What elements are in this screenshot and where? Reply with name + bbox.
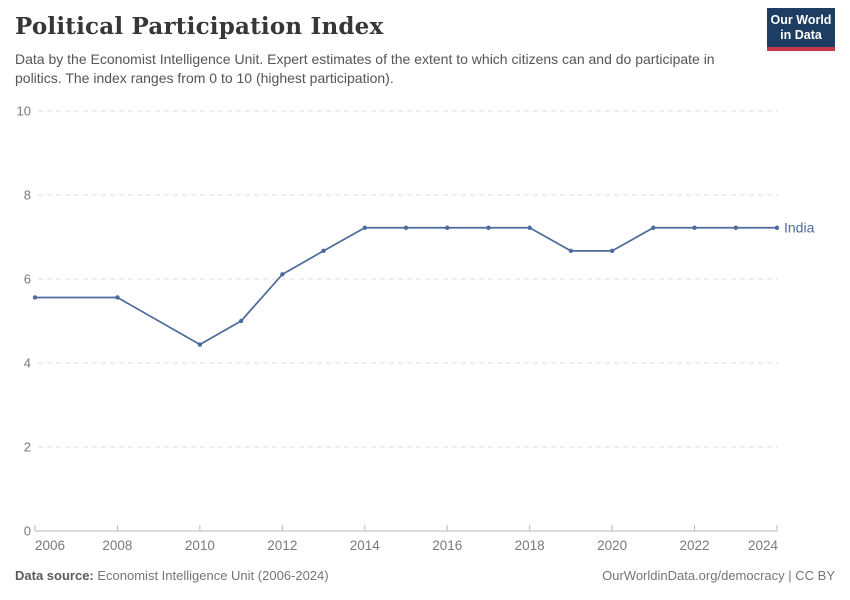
- y-axis-tick-label: 4: [24, 356, 31, 371]
- data-point[interactable]: [32, 295, 38, 300]
- y-axis-tick-label: 0: [24, 524, 31, 539]
- data-point[interactable]: [568, 248, 574, 254]
- series-line-india[interactable]: [34, 226, 778, 346]
- data-point[interactable]: [651, 225, 656, 230]
- data-point[interactable]: [115, 295, 120, 300]
- chart-subtitle: Data by the Economist Intelligence Unit.…: [15, 51, 715, 86]
- owid-logo[interactable]: Our World in Data: [767, 8, 835, 51]
- data-point[interactable]: [280, 272, 285, 277]
- data-point[interactable]: [445, 225, 450, 230]
- x-axis-tick-label: 2020: [597, 538, 627, 553]
- page-title: Political Participation Index: [15, 13, 384, 40]
- y-axis-tick-label: 6: [24, 272, 31, 287]
- data-point[interactable]: [197, 342, 203, 347]
- page-footer: Data source: Economist Intelligence Unit…: [15, 568, 835, 583]
- data-source-label: Data source:: [15, 568, 94, 583]
- x-axis-tick-label: 2008: [102, 538, 132, 553]
- data-point[interactable]: [609, 248, 615, 254]
- data-point[interactable]: [321, 248, 326, 254]
- x-axis-tick-label: 2024: [748, 538, 779, 553]
- y-axis-tick-label: 8: [24, 188, 31, 203]
- data-point[interactable]: [774, 225, 780, 230]
- credit-link[interactable]: OurWorldinData.org/democracy | CC BY: [602, 568, 835, 583]
- x-axis-tick-label: 2014: [350, 538, 381, 553]
- owid-logo-line2: in Data: [780, 28, 822, 42]
- data-point[interactable]: [733, 225, 738, 230]
- data-point[interactable]: [692, 225, 697, 230]
- x-axis-tick-label: 2018: [515, 538, 545, 553]
- x-axis-tick-label: 2012: [267, 538, 297, 553]
- data-source-value: Economist Intelligence Unit (2006-2024): [93, 568, 329, 583]
- y-axis-tick-label: 10: [17, 104, 31, 119]
- data-point[interactable]: [486, 225, 491, 230]
- owid-logo-line1: Our World: [770, 13, 832, 27]
- data-source: Data source: Economist Intelligence Unit…: [15, 568, 329, 583]
- x-axis-tick-label: 2016: [432, 538, 462, 553]
- data-point[interactable]: [238, 318, 244, 324]
- series-label-india[interactable]: India: [784, 219, 815, 235]
- y-axis-tick-label: 2: [24, 440, 31, 455]
- data-point[interactable]: [527, 225, 532, 230]
- data-point[interactable]: [362, 225, 367, 230]
- data-point[interactable]: [403, 225, 409, 230]
- x-axis-tick-label: 2010: [185, 538, 215, 553]
- x-axis-tick-label: 2022: [680, 538, 710, 553]
- x-axis-tick-label: 2006: [35, 538, 65, 553]
